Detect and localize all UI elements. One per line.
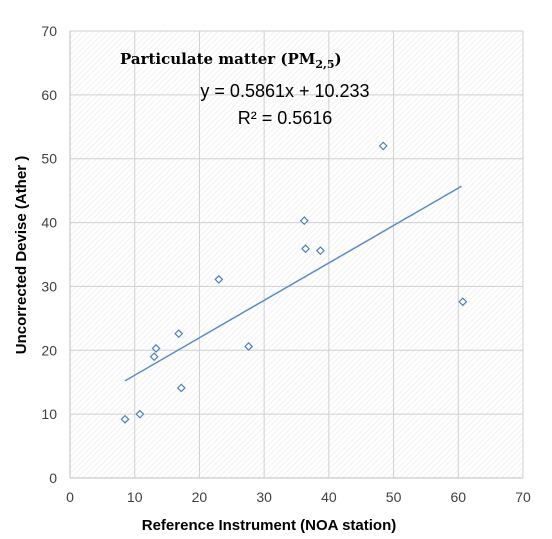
grid <box>69 30 524 479</box>
chart-title: Particulate matter (PM2,5) <box>120 50 342 71</box>
x-tick-label: 70 <box>515 489 531 505</box>
r-squared-label: R² = 0.5616 <box>238 108 333 128</box>
y-tick-label: 0 <box>49 470 57 486</box>
y-tick-label: 10 <box>41 406 57 422</box>
data-point <box>214 274 224 284</box>
data-point <box>244 342 254 351</box>
data-point <box>378 141 388 151</box>
data-point <box>301 244 311 254</box>
x-axis: 0 10 20 30 40 50 60 70 <box>66 489 531 505</box>
trendline-equation: y = 0.5861x + 10.233 <box>200 81 369 101</box>
data-point <box>299 216 309 226</box>
y-axis: 0 10 20 30 40 50 60 70 <box>41 23 57 486</box>
data-point <box>120 414 130 424</box>
title-close: ) <box>335 50 342 68</box>
x-tick-label: 20 <box>192 489 208 505</box>
trendline <box>124 185 462 382</box>
y-tick-label: 50 <box>41 151 57 167</box>
title-subscript: 2,5 <box>315 58 334 71</box>
y-tick-label: 40 <box>41 215 57 231</box>
data-point <box>149 352 159 362</box>
data-point <box>315 246 325 256</box>
y-tick-label: 20 <box>41 342 57 358</box>
x-tick-label: 50 <box>386 489 402 505</box>
data-point <box>135 409 145 419</box>
data-point <box>458 297 468 307</box>
data-point <box>151 343 161 353</box>
trendline-line <box>124 185 462 382</box>
y-axis-label: Uncorrected Devise (Ather ) <box>13 156 30 354</box>
x-tick-label: 0 <box>66 489 74 505</box>
x-tick-label: 30 <box>256 489 272 505</box>
y-tick-label: 30 <box>41 278 57 294</box>
x-axis-label: Reference Instrument (NOA station) <box>142 517 396 534</box>
x-tick-label: 40 <box>321 489 337 505</box>
y-tick-label: 70 <box>41 23 57 39</box>
y-tick-label: 60 <box>41 87 57 103</box>
x-tick-label: 10 <box>127 489 143 505</box>
x-tick-label: 60 <box>450 489 466 505</box>
data-point <box>176 383 186 393</box>
data-points <box>120 141 468 424</box>
plot-area <box>70 31 523 478</box>
data-point <box>174 329 184 339</box>
